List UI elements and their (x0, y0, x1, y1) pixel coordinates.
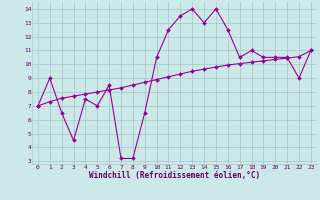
X-axis label: Windchill (Refroidissement éolien,°C): Windchill (Refroidissement éolien,°C) (89, 171, 260, 180)
